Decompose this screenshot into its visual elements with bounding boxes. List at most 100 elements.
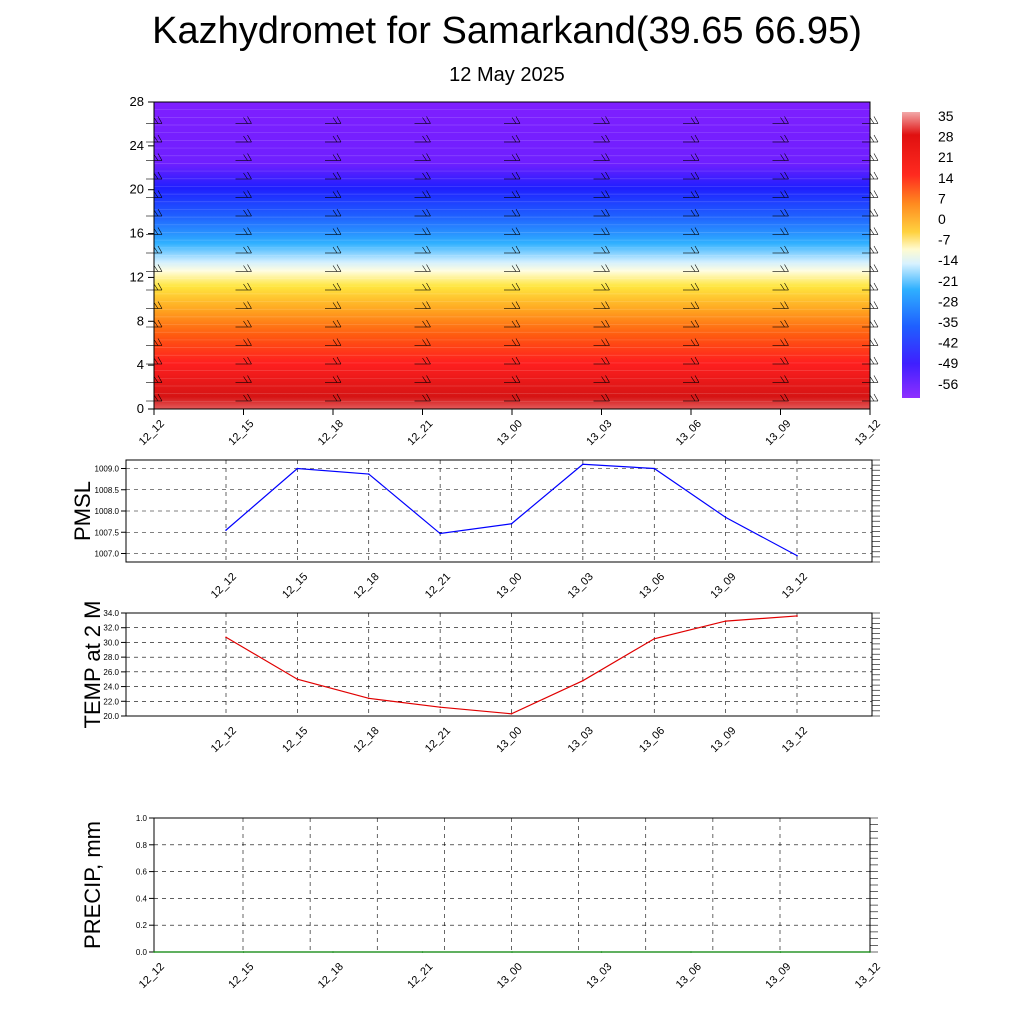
wind-barb-flag xyxy=(422,394,427,402)
data-point xyxy=(724,516,727,519)
y-tick-label: 22.0 xyxy=(103,697,119,706)
wind-barb xyxy=(146,208,163,217)
wind-barb-flag xyxy=(332,191,338,198)
wind-barb-flag xyxy=(426,153,431,161)
wind-barb xyxy=(414,208,431,217)
wind-barb-flag xyxy=(690,376,696,383)
data-point xyxy=(779,951,782,953)
wind-barb-flag xyxy=(873,301,879,309)
wind-barb-flag xyxy=(690,228,696,235)
wind-barb xyxy=(235,338,252,346)
wind-barb xyxy=(146,301,163,309)
wind-barb-flag xyxy=(605,338,610,346)
wind-barb-flag xyxy=(694,338,700,346)
wind-barb-flag xyxy=(873,245,879,254)
wind-barb xyxy=(772,153,789,161)
wind-barb-flag xyxy=(247,356,252,365)
data-point xyxy=(225,636,227,639)
wind-barb-flag xyxy=(601,320,606,328)
wind-barb xyxy=(325,153,342,161)
colorbar: 35 28 21 14 7 0 -7 -14 -21 -28 -35 -42 -49 -56 xyxy=(902,108,958,398)
wind-barb xyxy=(593,208,610,217)
x-tick-label: 12_18 xyxy=(352,571,382,601)
wind-barb-flag xyxy=(247,116,252,124)
wind-barb-flag xyxy=(873,319,879,328)
wind-barb-flag xyxy=(426,338,431,346)
wind-barb-flag xyxy=(511,135,517,143)
wind-barb xyxy=(146,375,163,383)
colorbar-label: 35 xyxy=(938,108,954,124)
wind-barb xyxy=(325,190,342,198)
wind-barb xyxy=(235,190,252,198)
wind-barb-flag xyxy=(690,265,696,272)
wind-barb-flag xyxy=(511,117,517,124)
wind-barb xyxy=(683,264,700,272)
wind-barb-flag xyxy=(243,302,248,309)
wind-barb xyxy=(235,375,252,383)
wind-barb xyxy=(504,356,521,365)
y-tick-label: 32.0 xyxy=(103,624,119,633)
y-tick-label: 1007.0 xyxy=(95,550,120,559)
y-tick-label: 0.0 xyxy=(136,948,148,957)
wind-barb xyxy=(325,264,342,272)
wind-barb-flag xyxy=(694,153,700,161)
wind-barb-flag xyxy=(422,283,427,291)
wind-barb xyxy=(862,245,879,254)
wind-barb xyxy=(593,116,610,124)
wind-barb-flag xyxy=(247,282,252,291)
wind-barb-flag xyxy=(243,191,248,198)
colorbar-label: -42 xyxy=(938,335,958,351)
wind-barb-flag xyxy=(780,357,785,365)
wind-barb-flag xyxy=(690,191,696,198)
wind-barb xyxy=(235,301,252,309)
wind-barb-flag xyxy=(601,283,606,291)
wind-barb xyxy=(862,116,879,124)
y-tick-label: 0.8 xyxy=(136,841,148,850)
wind-barb xyxy=(593,264,610,272)
wind-barb xyxy=(593,338,610,346)
wind-barb xyxy=(772,356,789,365)
wind-barb-flag xyxy=(243,154,248,161)
wind-barb-flag xyxy=(869,339,875,346)
wind-barb-flag xyxy=(157,208,163,217)
data-point xyxy=(690,951,692,953)
wind-barb-flag xyxy=(515,227,521,235)
wind-barb-flag xyxy=(601,265,606,272)
wind-barb xyxy=(862,208,879,217)
y-tick-label: 28 xyxy=(130,94,144,109)
wind-barb-flag xyxy=(157,338,163,346)
wind-barb-flag xyxy=(515,245,521,254)
wind-barb-flag xyxy=(247,245,252,254)
wind-barb-flag xyxy=(332,246,338,254)
wind-barb-flag xyxy=(247,171,252,180)
wind-barb-flag xyxy=(157,393,163,402)
wind-barb xyxy=(325,282,342,291)
wind-barb-flag xyxy=(780,209,785,217)
x-tick-label: 12_18 xyxy=(316,418,346,448)
wind-barb xyxy=(146,264,163,272)
wind-barb-flag xyxy=(336,208,342,217)
y-tick-label: 20.0 xyxy=(103,712,119,721)
x-tick-label: 13_00 xyxy=(495,418,525,448)
wind-barb-flag xyxy=(336,116,342,124)
wind-barb-flag xyxy=(780,302,785,309)
wind-barb-flag xyxy=(784,171,789,180)
wind-barb-flag xyxy=(157,319,163,328)
wind-barb-flag xyxy=(515,116,521,124)
wind-barb-flag xyxy=(873,208,879,217)
wind-barb-flag xyxy=(336,227,342,235)
wind-barb xyxy=(235,171,252,180)
wind-barb xyxy=(683,116,700,124)
wind-barb xyxy=(235,356,252,365)
y-tick-label: 0 xyxy=(137,401,144,416)
wind-barb xyxy=(593,134,610,143)
data-point xyxy=(439,706,441,708)
wind-barb-flag xyxy=(780,117,785,124)
wind-barb xyxy=(862,282,879,291)
wind-barb-flag xyxy=(247,393,252,402)
wind-barb-flag xyxy=(511,283,517,291)
wind-barb-flag xyxy=(605,245,610,254)
wind-barb xyxy=(414,375,431,383)
wind-barb-flag xyxy=(784,393,789,402)
wind-barb-flag xyxy=(422,357,427,365)
